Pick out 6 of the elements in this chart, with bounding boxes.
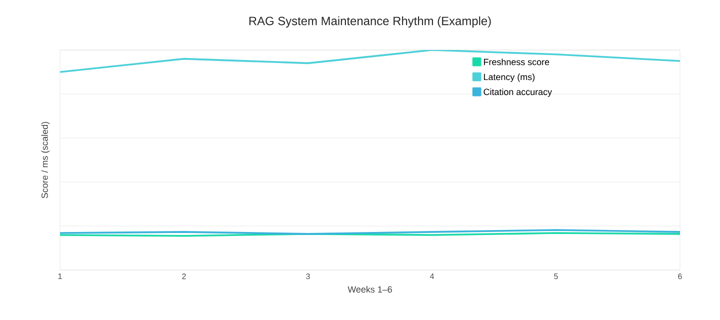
legend-label: Citation accuracy — [484, 88, 552, 97]
chart-title: RAG System Maintenance Rhythm (Example) — [249, 16, 491, 28]
y-axis-title: Score / ms (scaled) — [41, 122, 50, 198]
legend-label: Latency (ms) — [484, 74, 535, 82]
legend-label: Freshness score — [484, 58, 550, 66]
x-axis-title: Weeks 1–6 — [348, 286, 392, 293]
